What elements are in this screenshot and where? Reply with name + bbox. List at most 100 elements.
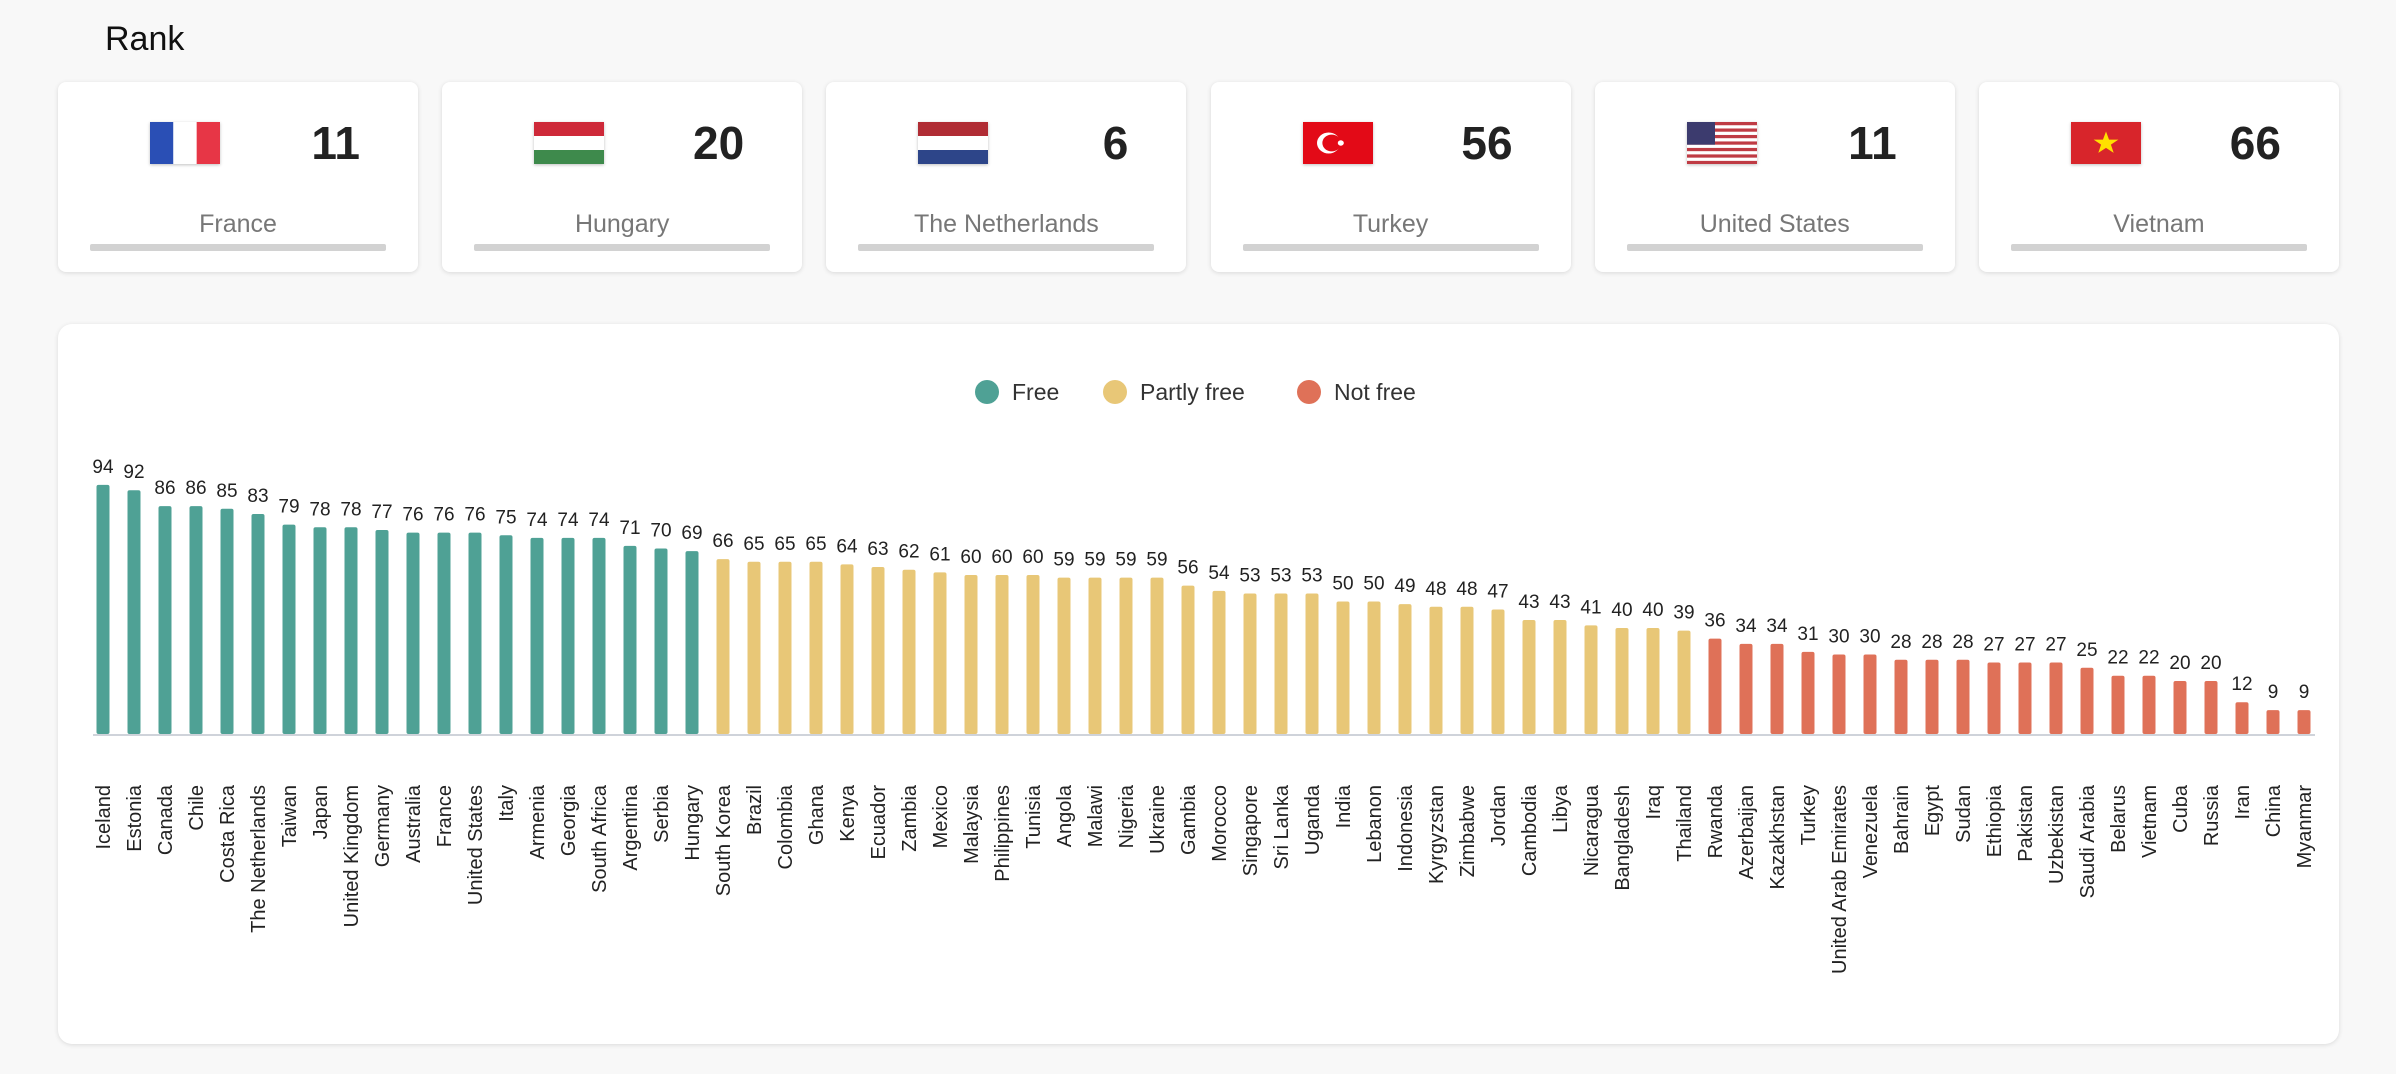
category-label-uganda: Uganda [1302,784,1324,855]
bar-myanmar[interactable] [2297,710,2311,734]
bar-iceland[interactable] [96,484,110,734]
bar-value-angola: 59 [1053,550,1074,571]
bar-malawi[interactable] [1088,577,1102,734]
bar-singapore[interactable] [1243,593,1257,734]
bar-india[interactable] [1336,601,1350,735]
bar-jordan[interactable] [1491,609,1505,734]
bar-kazakhstan[interactable] [1770,643,1784,734]
bar-south-africa[interactable] [592,537,606,734]
bar-france[interactable] [437,532,451,734]
bar-uzbekistan[interactable] [2049,662,2063,734]
bar-azerbaijan[interactable] [1739,643,1753,734]
bar-turkey[interactable] [1801,651,1815,734]
bar-indonesia[interactable] [1398,604,1412,734]
rank-card-turkey[interactable]: 56 Turkey [1210,82,1571,272]
bar-value-morocco: 54 [1208,563,1230,584]
rank-card-netherlands[interactable]: 6 The Netherlands [826,82,1187,272]
bar-bangladesh[interactable] [1615,628,1629,734]
bar-saudi-arabia[interactable] [2080,667,2094,734]
bar-sri-lanka[interactable] [1274,593,1288,734]
rank-card-united-states[interactable]: 11 United States [1594,82,1955,272]
legend-not-free-label: Not free [1334,379,1416,405]
card-underline [474,244,771,251]
bar-australia[interactable] [406,532,420,734]
category-label-bahrain: Bahrain [1891,785,1913,854]
bar-canada[interactable] [158,506,172,734]
category-label-azerbaijan: Azerbaijan [1736,785,1758,880]
bar-zambia[interactable] [902,569,916,734]
category-label-hungary: Hungary [682,785,704,861]
bar-cuba[interactable] [2173,681,2187,734]
category-label-united-states: United States [465,785,487,905]
bar-lebanon[interactable] [1367,601,1381,735]
bar-hungary[interactable] [685,551,699,734]
bar-tunisia[interactable] [1026,575,1040,734]
rank-card-vietnam[interactable]: 66 Vietnam [1978,82,2339,272]
bar-taiwan[interactable] [282,524,296,734]
bar-philippines[interactable] [995,575,1009,734]
category-label-uzbekistan: Uzbekistan [2046,785,2068,884]
bar-belarus[interactable] [2111,675,2125,734]
card-underline [858,244,1155,251]
rank-value: 20 [693,117,745,169]
bar-thailand[interactable] [1677,630,1691,734]
bar-iran[interactable] [2235,702,2249,734]
bar-costa-rica[interactable] [220,508,234,734]
bar-egypt[interactable] [1925,659,1939,734]
bar-pakistan[interactable] [2018,662,2032,734]
bar-italy[interactable] [499,535,513,734]
bar-morocco[interactable] [1212,590,1226,734]
legend-partly-free[interactable]: Partly free [1103,379,1245,405]
bar-japan[interactable] [313,527,327,734]
bar-armenia[interactable] [530,537,544,734]
bar-brazil[interactable] [747,561,761,734]
bar-mexico[interactable] [933,572,947,734]
bar-cambodia[interactable] [1522,620,1536,734]
bar-value-chile: 86 [185,478,206,499]
bar-ecuador[interactable] [871,567,885,734]
bar-united-arab-emirates[interactable] [1832,654,1846,735]
bar-united-kingdom[interactable] [344,527,358,734]
bar-kenya[interactable] [840,564,854,734]
rank-card-france[interactable]: 11 France [58,82,418,272]
bar-serbia[interactable] [654,548,668,735]
rank-card-hungary[interactable]: 20 Hungary [442,82,803,272]
country-name: Hungary [574,210,670,238]
bar-south-korea[interactable] [716,559,730,734]
bar-bahrain[interactable] [1894,659,1908,734]
bar-vietnam[interactable] [2142,675,2156,734]
bar-kyrgyzstan[interactable] [1429,606,1443,734]
bar-angola[interactable] [1057,577,1071,734]
bar-chile[interactable] [189,506,203,734]
bar-value-south-korea: 66 [712,531,733,552]
bar-value-gambia: 56 [1177,558,1198,579]
bar-germany[interactable] [375,529,389,734]
bar-malaysia[interactable] [964,575,978,734]
bar-colombia[interactable] [778,561,792,734]
category-label-malaysia: Malaysia [961,784,983,864]
bar-argentina[interactable] [623,545,637,734]
bar-uganda[interactable] [1305,593,1319,734]
legend-not-free[interactable]: Not free [1297,379,1416,405]
bar-estonia[interactable] [127,490,141,734]
legend-free[interactable]: Free [975,379,1059,405]
bar-iraq[interactable] [1646,628,1660,734]
bar-nigeria[interactable] [1119,577,1133,734]
bar-ethiopia[interactable] [1987,662,2001,734]
bar-ghana[interactable] [809,561,823,734]
bar-zimbabwe[interactable] [1460,606,1474,734]
bar-china[interactable] [2266,710,2280,734]
bar-georgia[interactable] [561,537,575,734]
bar-value-kyrgyzstan: 48 [1425,579,1446,600]
bar-sudan[interactable] [1956,659,1970,734]
bar-ukraine[interactable] [1150,577,1164,734]
bar-the-netherlands[interactable] [251,514,265,734]
bar-venezuela[interactable] [1863,654,1877,735]
bar-russia[interactable] [2204,681,2218,734]
bar-libya[interactable] [1553,620,1567,734]
bar-nicaragua[interactable] [1584,625,1598,734]
bar-gambia[interactable] [1181,585,1195,734]
bar-rwanda[interactable] [1708,638,1722,734]
bar-united-states[interactable] [468,532,482,734]
bar-value-germany: 77 [371,502,392,523]
